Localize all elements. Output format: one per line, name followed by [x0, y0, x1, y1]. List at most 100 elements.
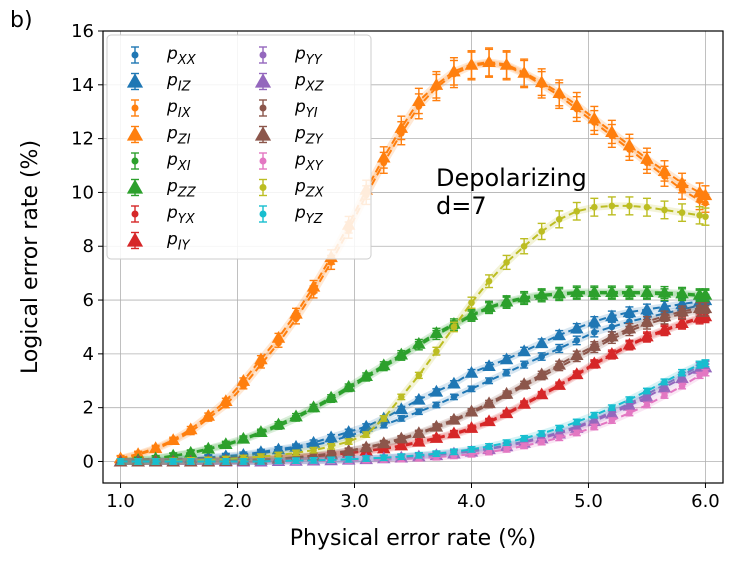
data-point — [591, 411, 598, 419]
x-tick-label: 6.0 — [691, 491, 720, 512]
data-point — [503, 259, 510, 266]
data-point — [570, 321, 584, 334]
legend-item-yi: pYI — [259, 97, 318, 121]
legend: pXXpIZpIXpZIpXIpZZpYXpIYpYYpXZpYIpZYpXYp… — [106, 34, 372, 260]
data-point — [259, 184, 267, 191]
data-point — [429, 384, 444, 397]
data-point — [552, 357, 566, 370]
data-point — [552, 328, 566, 341]
data-point — [131, 104, 139, 112]
data-point — [204, 458, 212, 465]
data-point — [640, 302, 654, 315]
legend-label: pZX — [294, 177, 325, 201]
data-point — [126, 179, 144, 194]
data-point — [702, 359, 709, 367]
y-tick-label: 12 — [71, 129, 94, 150]
data-point — [517, 65, 531, 78]
x-tick-label: 4.0 — [457, 491, 486, 512]
data-point — [183, 422, 198, 435]
legend-label-base: p — [294, 71, 306, 91]
legend-label-base: p — [294, 150, 306, 170]
data-point — [555, 216, 563, 223]
data-point — [605, 309, 619, 322]
series-layer — [113, 47, 713, 467]
data-point — [485, 443, 493, 450]
data-point — [380, 454, 388, 462]
data-point — [117, 458, 124, 465]
data-point — [433, 450, 440, 457]
data-point — [503, 439, 510, 446]
data-point — [148, 441, 163, 454]
data-point — [464, 365, 479, 378]
data-point — [675, 304, 689, 317]
data-point — [259, 51, 267, 59]
legend-label-base: p — [166, 230, 178, 250]
data-point — [341, 443, 356, 456]
annotation-noise-model: Depolarizing — [436, 164, 587, 192]
data-point — [503, 369, 510, 376]
legend-label-base: p — [166, 97, 178, 117]
legend-label-subscript: IY — [178, 239, 191, 254]
data-point — [271, 417, 286, 430]
data-point — [257, 458, 265, 465]
data-point — [292, 449, 300, 457]
data-point — [622, 285, 637, 298]
data-point — [306, 435, 321, 448]
data-point — [394, 438, 409, 451]
data-point — [394, 431, 409, 444]
data-point — [377, 358, 391, 371]
data-point — [570, 367, 584, 380]
data-point — [275, 451, 282, 459]
data-point — [499, 57, 514, 70]
data-point — [429, 419, 444, 432]
legend-label-subscript: XX — [177, 53, 197, 68]
data-point — [534, 75, 549, 88]
panel-label: b) — [10, 8, 33, 33]
data-point — [555, 434, 563, 442]
data-point — [398, 453, 405, 460]
data-point — [640, 152, 654, 164]
legend-label-base: p — [294, 177, 306, 197]
data-point — [450, 323, 458, 331]
data-point — [608, 404, 616, 411]
data-point — [222, 458, 230, 465]
data-point — [429, 78, 444, 90]
data-point — [380, 421, 388, 429]
legend-label-base: p — [166, 203, 178, 223]
legend-box — [106, 34, 372, 260]
data-point — [485, 377, 493, 385]
data-point — [394, 121, 409, 133]
data-point — [306, 400, 321, 413]
data-point — [345, 438, 352, 445]
data-point — [640, 314, 654, 327]
data-point — [675, 286, 689, 299]
legend-label-subscript: XY — [305, 159, 324, 174]
data-point — [429, 326, 444, 338]
data-point — [698, 188, 713, 201]
data-point — [499, 352, 514, 365]
data-point — [643, 401, 651, 409]
legend-label: pIX — [166, 97, 192, 121]
legend-label: pYZ — [294, 203, 324, 227]
legend-label-base: p — [294, 97, 306, 117]
data-point — [412, 336, 426, 349]
legend-item-zi: pZI — [126, 124, 191, 148]
data-point — [482, 55, 496, 68]
data-point — [377, 150, 391, 163]
data-point — [377, 436, 391, 449]
data-point — [573, 207, 581, 215]
data-point — [538, 438, 545, 446]
data-point — [702, 213, 709, 220]
legend-label-subscript: XI — [177, 159, 191, 174]
data-point — [555, 424, 563, 432]
data-point — [657, 285, 672, 298]
data-point — [657, 309, 672, 322]
data-point — [661, 392, 668, 399]
data-point — [394, 347, 409, 360]
data-point — [702, 369, 709, 376]
data-point — [219, 394, 233, 407]
data-point — [591, 329, 598, 336]
ticks: 1.0 2.0 3.0 4.0 5.0 6.0 0 2 4 6 8 10 12 14 16 — [71, 21, 720, 512]
x-tick-label: 2.0 — [223, 491, 252, 512]
series-yz — [116, 359, 710, 465]
